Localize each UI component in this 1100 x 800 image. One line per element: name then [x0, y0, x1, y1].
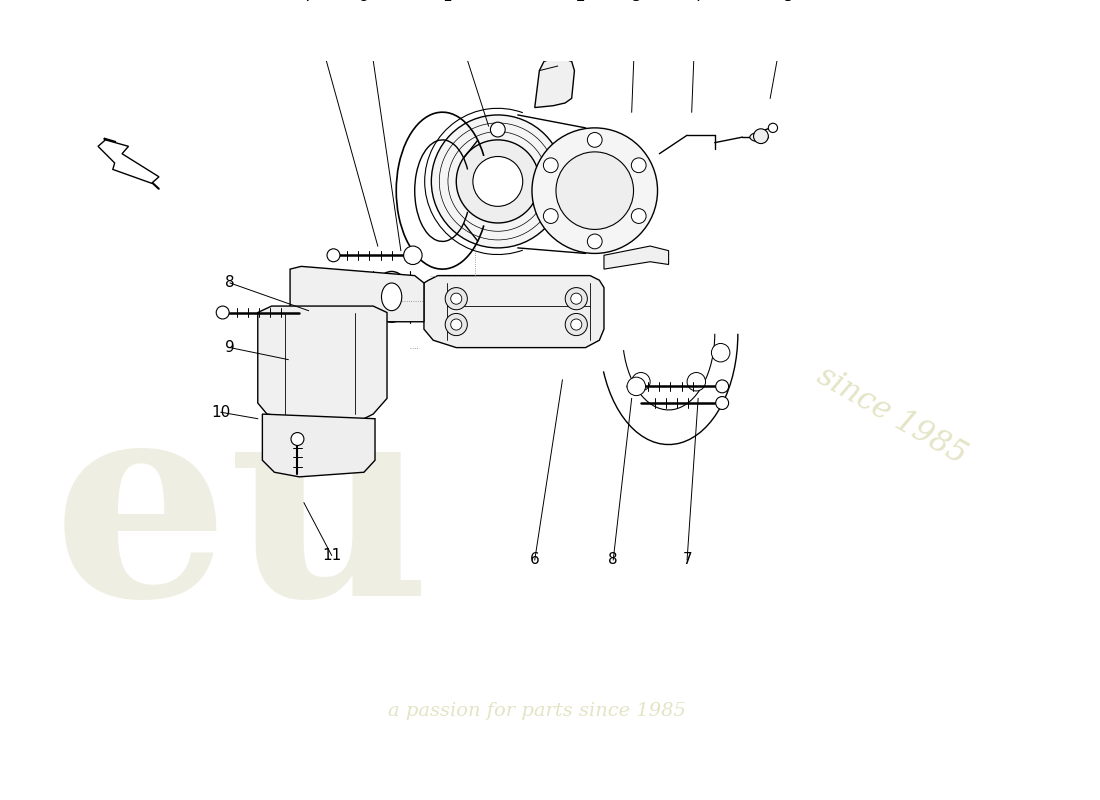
Circle shape: [473, 157, 522, 206]
Circle shape: [712, 343, 730, 362]
Text: since 1985: since 1985: [812, 361, 972, 471]
Circle shape: [456, 140, 539, 223]
Circle shape: [631, 209, 646, 223]
Circle shape: [556, 152, 634, 230]
Circle shape: [292, 433, 304, 446]
Circle shape: [631, 158, 646, 173]
Text: 11: 11: [322, 548, 341, 563]
Ellipse shape: [750, 133, 768, 142]
Circle shape: [571, 293, 582, 304]
Text: 8: 8: [608, 553, 618, 567]
Text: 5: 5: [784, 0, 793, 4]
Polygon shape: [98, 140, 160, 183]
Circle shape: [587, 234, 602, 249]
Polygon shape: [424, 275, 604, 348]
Circle shape: [491, 122, 505, 137]
Circle shape: [446, 314, 468, 336]
Polygon shape: [604, 246, 669, 269]
Circle shape: [716, 380, 728, 393]
Polygon shape: [263, 414, 375, 477]
Circle shape: [217, 306, 229, 319]
Circle shape: [543, 209, 558, 223]
Text: 7: 7: [682, 553, 692, 567]
Circle shape: [451, 293, 462, 304]
Polygon shape: [535, 57, 574, 107]
Circle shape: [768, 123, 778, 133]
Circle shape: [404, 246, 422, 265]
Polygon shape: [257, 306, 387, 418]
Circle shape: [543, 158, 558, 173]
Circle shape: [627, 377, 646, 396]
Text: 3: 3: [631, 0, 641, 4]
Circle shape: [565, 287, 587, 310]
Text: 2: 2: [576, 0, 585, 4]
Text: 7: 7: [304, 0, 313, 4]
Text: 1: 1: [442, 0, 452, 4]
Text: 8: 8: [359, 0, 369, 4]
Circle shape: [446, 287, 468, 310]
Circle shape: [327, 249, 340, 262]
Text: 10: 10: [211, 405, 231, 420]
Text: 4: 4: [692, 0, 701, 4]
Text: 6: 6: [530, 553, 540, 567]
Circle shape: [571, 319, 582, 330]
Text: 8: 8: [226, 275, 235, 290]
Ellipse shape: [373, 271, 410, 322]
Circle shape: [631, 373, 650, 391]
Circle shape: [532, 128, 658, 254]
Circle shape: [688, 373, 705, 391]
Polygon shape: [290, 266, 424, 322]
Circle shape: [716, 397, 728, 410]
Text: 9: 9: [226, 340, 235, 355]
Ellipse shape: [382, 283, 402, 310]
Circle shape: [565, 314, 587, 336]
Circle shape: [587, 133, 602, 147]
Text: a passion for parts since 1985: a passion for parts since 1985: [387, 702, 685, 720]
Circle shape: [451, 319, 462, 330]
Circle shape: [431, 115, 564, 248]
Text: eu: eu: [53, 385, 431, 654]
Circle shape: [754, 129, 768, 143]
